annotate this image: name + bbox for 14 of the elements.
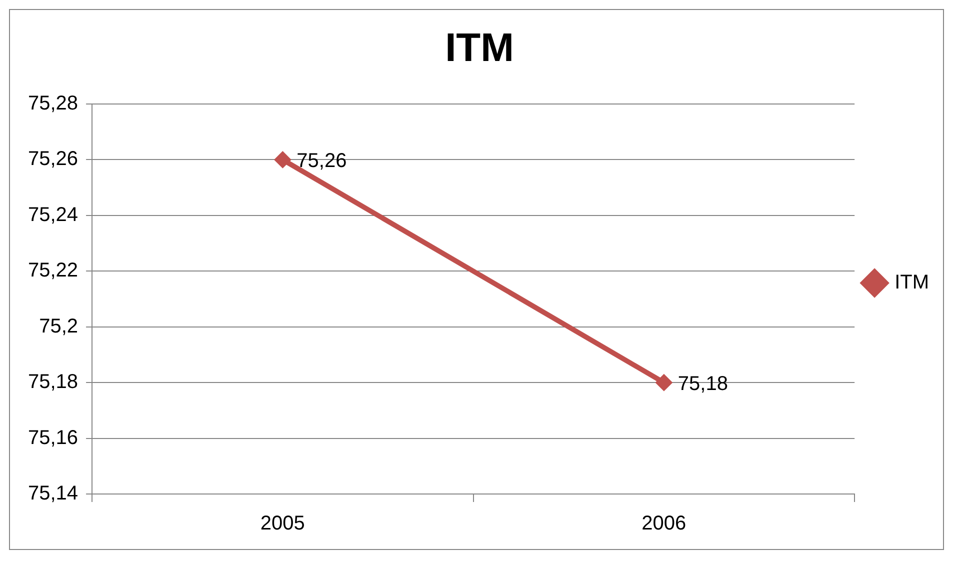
- x-tick-label: 2006: [642, 512, 686, 535]
- y-tick-label: 75,22: [28, 260, 78, 282]
- y-tick-label: 75,14: [28, 482, 78, 505]
- y-tick-label: 75,16: [28, 426, 78, 449]
- y-tick-label: 75,28: [28, 92, 78, 115]
- y-tick-label: 75,24: [28, 204, 78, 226]
- data-label: 75,18: [678, 373, 728, 396]
- data-label: 75,26: [296, 150, 347, 172]
- legend-label: ITM: [894, 272, 930, 294]
- y-tick-label: 75,2: [39, 315, 78, 338]
- y-tick-label: 75,18: [28, 371, 78, 394]
- chart-title: ITM: [445, 26, 514, 70]
- y-tick-label: 75,26: [28, 148, 78, 170]
- x-tick-label: 2005: [260, 512, 305, 535]
